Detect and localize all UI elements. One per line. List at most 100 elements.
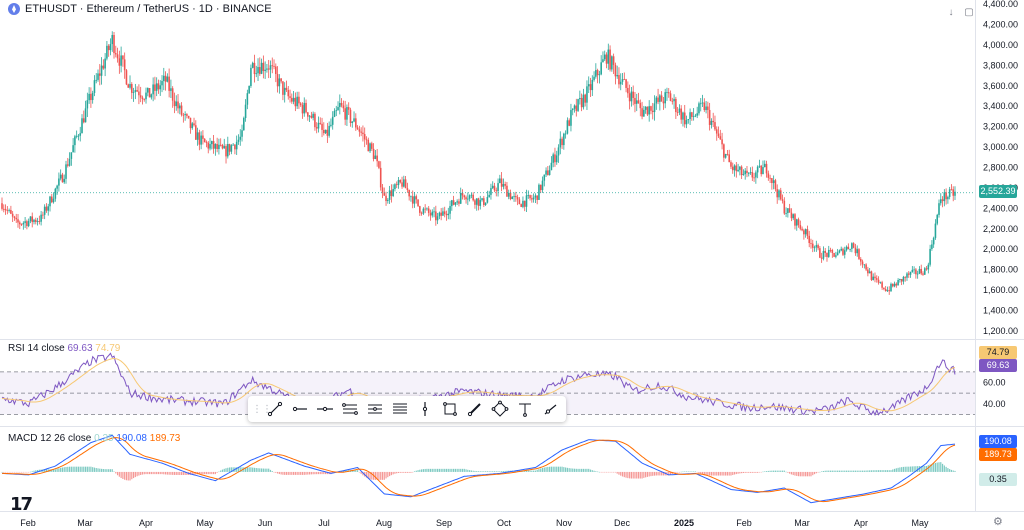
histogram-bar — [534, 470, 536, 472]
histogram-bar — [627, 471, 629, 479]
histogram-bar — [920, 466, 922, 472]
histogram-bar — [577, 468, 579, 472]
histogram-bar — [605, 471, 608, 473]
fib-retracement-icon[interactable] — [387, 398, 412, 420]
histogram-bar — [168, 471, 170, 475]
histogram-bar — [424, 468, 426, 472]
drawing-toolbar[interactable]: ⋮⋮ — [248, 396, 566, 422]
candle — [518, 199, 521, 205]
candle — [785, 213, 787, 214]
candle — [330, 124, 332, 126]
candle — [811, 243, 814, 248]
histogram-bar — [152, 471, 154, 475]
candle — [394, 184, 396, 190]
candle — [8, 210, 10, 211]
histogram-bar — [858, 470, 860, 472]
histogram-bar — [209, 471, 211, 475]
histogram-bar — [787, 471, 789, 473]
candle — [504, 184, 506, 186]
candle — [106, 45, 108, 59]
histogram-bar — [397, 471, 400, 473]
histogram-bar — [879, 470, 881, 472]
histogram-bar — [893, 468, 896, 472]
candle — [246, 93, 249, 105]
histogram-bar — [870, 470, 873, 472]
maximize-icon[interactable]: ▢ — [964, 7, 974, 18]
histogram-bar — [193, 471, 195, 475]
tradingview-logo-icon[interactable]: 17 — [10, 494, 33, 515]
macd-value: 190.08 — [116, 433, 147, 444]
candle — [886, 290, 889, 292]
scroll-down-icon[interactable]: ↓ — [948, 7, 954, 18]
candle — [587, 84, 590, 87]
macd-legend[interactable]: MACD 12 26 close 0.35 190.08 189.73 — [8, 433, 180, 444]
candle — [579, 97, 581, 100]
histogram-bar — [88, 466, 90, 472]
candle — [410, 196, 412, 198]
histogram-bar — [598, 471, 601, 473]
rectangle-icon[interactable] — [437, 398, 462, 420]
candle — [97, 73, 99, 80]
candle — [653, 103, 656, 113]
candle — [820, 257, 823, 259]
brush-icon[interactable] — [462, 398, 487, 420]
histogram-bar — [52, 469, 55, 472]
histogram-bar — [116, 471, 119, 476]
histogram-bar — [285, 471, 288, 475]
histogram-bar — [317, 471, 320, 475]
histogram-bar — [145, 471, 147, 475]
histogram-bar — [856, 470, 858, 472]
histogram-bar — [550, 466, 552, 472]
candle — [346, 107, 348, 120]
histogram-bar — [849, 470, 851, 472]
histogram-bar — [758, 471, 761, 473]
histogram-bar — [717, 471, 720, 476]
candle — [571, 108, 574, 111]
candle — [381, 187, 384, 193]
parallel-channel-icon[interactable] — [337, 398, 362, 420]
histogram-bar — [164, 471, 167, 475]
candle — [100, 65, 103, 76]
histogram-bar — [31, 471, 33, 472]
candle — [794, 214, 796, 226]
horizontal-ray-icon[interactable] — [287, 398, 312, 420]
candle — [593, 76, 595, 80]
histogram-bar — [678, 471, 681, 473]
histogram-bar — [143, 471, 145, 475]
histogram-bar — [239, 467, 241, 472]
histogram-bar — [902, 466, 905, 472]
histogram-bar — [275, 471, 277, 473]
candle — [123, 59, 126, 71]
pattern-icon[interactable] — [487, 398, 512, 420]
candle — [868, 271, 871, 274]
ray-icon[interactable] — [537, 398, 562, 420]
histogram-bar — [696, 471, 698, 473]
regression-channel-icon[interactable] — [362, 398, 387, 420]
histogram-bar — [933, 463, 935, 472]
long-position-icon[interactable] — [512, 398, 537, 420]
candle — [703, 102, 706, 111]
candle — [595, 70, 597, 77]
drag-handle-icon[interactable]: ⋮⋮ — [252, 403, 272, 415]
symbol-title[interactable]: ETHUSDT · Ethereum / TetherUS · 1D · BIN… — [25, 3, 272, 15]
histogram-bar — [179, 471, 181, 476]
candle — [234, 144, 236, 150]
trend-line-icon[interactable] — [262, 398, 287, 420]
candle — [291, 97, 293, 102]
gear-icon[interactable]: ⚙ — [993, 516, 1003, 528]
candle — [502, 184, 505, 187]
histogram-bar — [125, 471, 128, 481]
histogram-bar — [93, 467, 96, 472]
rsi-legend[interactable]: RSI 14 close 69.63 74.79 — [8, 343, 120, 354]
vertical-line-icon[interactable] — [412, 398, 437, 420]
candle — [751, 172, 754, 178]
candle — [520, 204, 522, 207]
histogram-bar — [803, 471, 805, 477]
histogram-bar — [109, 469, 112, 472]
histogram-bar — [742, 471, 745, 473]
horizontal-line-icon[interactable] — [312, 398, 337, 420]
histogram-bar — [755, 471, 757, 473]
candle — [760, 165, 762, 175]
histogram-bar — [6, 471, 8, 473]
